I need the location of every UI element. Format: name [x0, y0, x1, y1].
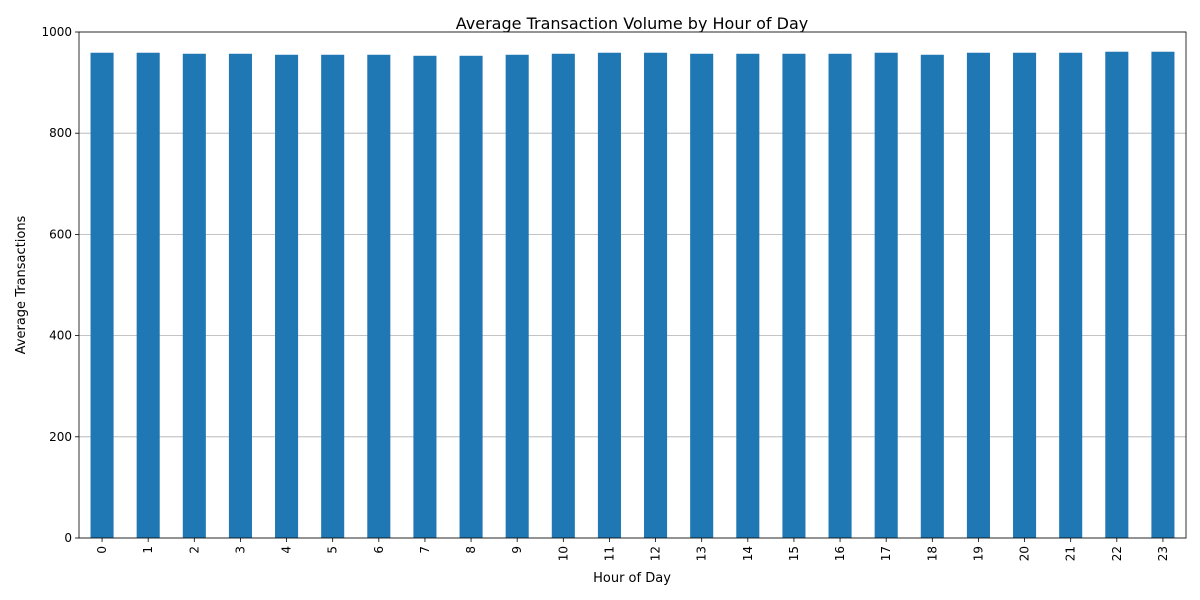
x-tick-label-14: 14: [741, 546, 755, 561]
x-tick-label-11: 11: [602, 546, 616, 561]
bar-hour-12: [644, 52, 668, 538]
bar-hour-6: [367, 54, 391, 539]
x-tick-label-18: 18: [925, 546, 939, 561]
x-tick-label-17: 17: [879, 546, 893, 561]
bar-hour-15: [782, 53, 806, 539]
bar-hour-19: [966, 52, 990, 538]
x-tick-label-19: 19: [971, 546, 985, 561]
y-tick-label-0: 0: [64, 531, 72, 545]
x-tick-label-9: 9: [510, 546, 524, 554]
x-tick-label-6: 6: [372, 546, 386, 554]
y-axis-label: Average Transactions: [14, 215, 29, 354]
bar-hour-1: [136, 52, 160, 538]
bar-hour-22: [1105, 51, 1129, 538]
bar-hour-9: [505, 54, 529, 539]
y-tick-label-800: 800: [49, 126, 72, 140]
x-tick-label-1: 1: [141, 546, 155, 554]
chart-title: Average Transaction Volume by Hour of Da…: [456, 14, 808, 33]
plot-frame: [78, 31, 1187, 539]
y-tick-label-200: 200: [49, 430, 72, 444]
bar-hour-2: [182, 53, 206, 539]
y-axis-ticks: 0 200 400 600 800 1000: [41, 25, 79, 545]
x-tick-label-5: 5: [326, 546, 340, 554]
bar-hour-0: [90, 52, 114, 538]
bar-hour-10: [551, 53, 575, 539]
y-tick-label-400: 400: [49, 329, 72, 343]
x-tick-label-22: 22: [1110, 546, 1124, 561]
x-tick-label-16: 16: [833, 546, 847, 561]
bar-hour-14: [736, 53, 760, 539]
x-tick-label-12: 12: [649, 546, 663, 561]
bar-hour-11: [597, 52, 621, 538]
bars: [90, 51, 1175, 539]
bar-hour-20: [1013, 52, 1037, 538]
x-tick-label-21: 21: [1064, 546, 1078, 561]
x-axis-label: Hour of Day: [593, 571, 671, 586]
x-axis-ticks: 0 1 2 3 4 5 6 7 8 9 10 11 12 13 14 15 16 17 18 19 20 21 22 23: [95, 538, 1170, 561]
x-tick-label-13: 13: [695, 546, 709, 561]
bar-hour-7: [413, 55, 437, 538]
x-tick-label-2: 2: [187, 546, 201, 554]
x-tick-label-8: 8: [464, 546, 478, 554]
x-tick-label-10: 10: [556, 546, 570, 561]
bar-hour-23: [1151, 51, 1175, 538]
x-tick-label-4: 4: [280, 546, 294, 554]
x-tick-label-20: 20: [1018, 546, 1032, 561]
x-tick-label-7: 7: [418, 546, 432, 554]
bar-hour-18: [920, 54, 944, 539]
bar-hour-4: [275, 54, 299, 539]
bar-hour-21: [1059, 52, 1083, 538]
x-tick-label-3: 3: [233, 546, 247, 554]
bar-hour-8: [459, 55, 483, 538]
y-tick-label-600: 600: [49, 227, 72, 241]
bar-hour-13: [690, 53, 714, 539]
x-tick-label-23: 23: [1156, 546, 1170, 561]
x-tick-label-0: 0: [95, 546, 109, 554]
bar-hour-3: [228, 53, 252, 539]
bar-hour-5: [321, 54, 345, 539]
x-tick-label-15: 15: [787, 546, 801, 561]
bar-hour-17: [874, 52, 898, 538]
bar-hour-16: [828, 53, 852, 539]
y-tick-label-1000: 1000: [41, 25, 72, 39]
